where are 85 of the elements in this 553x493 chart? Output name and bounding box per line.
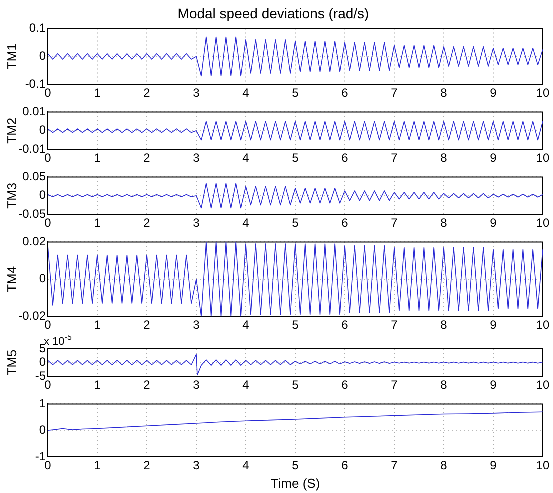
x-tick-label: 6 bbox=[342, 216, 349, 230]
y-tick-label: -0.1 bbox=[25, 76, 46, 91]
x-tick-label: 6 bbox=[342, 318, 349, 332]
x-tick-label: 6 bbox=[342, 151, 349, 166]
x-tick-label: 2 bbox=[144, 318, 151, 332]
x-tick-label: 1 bbox=[94, 318, 102, 332]
x-tick-label: 8 bbox=[440, 378, 448, 392]
x-tick-label: 6 bbox=[342, 86, 349, 100]
x-tick-label: 9 bbox=[490, 151, 498, 166]
x-tick-label: 5 bbox=[292, 318, 300, 332]
x-tick-label: 1 bbox=[94, 458, 102, 473]
y-axis-title: TM3 bbox=[4, 182, 20, 209]
x-tick-label: 9 bbox=[490, 378, 498, 392]
x-tick-label: 9 bbox=[490, 318, 498, 332]
chart-title: Modal speed deviations (rad/s) bbox=[178, 5, 370, 22]
x-axis-title: Time (S) bbox=[270, 476, 320, 491]
x-tick-label: 6 bbox=[342, 378, 349, 392]
x-tick-label: 3 bbox=[193, 458, 200, 473]
y-tick-label: 0 bbox=[39, 272, 46, 286]
y-axis-title: TM5 bbox=[4, 350, 20, 376]
x-tick-label: 1 bbox=[94, 378, 102, 392]
y-tick-label: 0.02 bbox=[22, 234, 46, 249]
y-axis-title: TM4 bbox=[4, 266, 20, 292]
y-tick-label: 1 bbox=[39, 396, 46, 411]
x-tick-label: 7 bbox=[391, 151, 398, 166]
y-tick-label: 0 bbox=[39, 355, 46, 370]
x-tick-label: 10 bbox=[536, 216, 550, 230]
x-tick-label: 10 bbox=[536, 378, 550, 392]
x-tick-label: 10 bbox=[536, 318, 550, 332]
x-tick-label: 9 bbox=[490, 216, 498, 230]
x-tick-label: 2 bbox=[144, 458, 151, 473]
y-tick-label: 0.1 bbox=[29, 21, 46, 36]
x-tick-label: 5 bbox=[292, 86, 300, 100]
x-tick-label: 8 bbox=[440, 151, 448, 166]
x-tick-label: 4 bbox=[242, 216, 250, 230]
x-tick-label: 5 bbox=[292, 216, 300, 230]
x-tick-label: 3 bbox=[193, 378, 200, 392]
x-tick-label: 6 bbox=[342, 458, 349, 473]
x-tick-label: 10 bbox=[536, 86, 550, 100]
x-tick-label: 9 bbox=[490, 86, 498, 100]
x-tick-label: 8 bbox=[440, 458, 448, 473]
x-tick-label: 10 bbox=[536, 458, 550, 473]
y-tick-label: -5 bbox=[35, 368, 46, 383]
x-tick-label: 3 bbox=[193, 318, 200, 332]
x-tick-label: 7 bbox=[391, 378, 398, 392]
x-tick-label: 8 bbox=[440, 86, 448, 100]
x-tick-label: 5 bbox=[292, 378, 300, 392]
y-tick-label: 0 bbox=[39, 422, 46, 437]
x-tick-label: 7 bbox=[391, 216, 398, 230]
x-tick-label: 3 bbox=[193, 86, 200, 100]
x-tick-label: 7 bbox=[391, 86, 398, 100]
x-tick-label: 4 bbox=[242, 151, 250, 166]
y-axis-title: TM2 bbox=[4, 118, 20, 144]
x-tick-label: 3 bbox=[193, 216, 200, 230]
y-tick-label: 0 bbox=[39, 49, 46, 64]
x-tick-label: 5 bbox=[292, 458, 300, 473]
x-tick-label: 4 bbox=[242, 458, 250, 473]
y-tick-label: -0.01 bbox=[18, 142, 46, 156]
x-tick-label: 2 bbox=[144, 151, 151, 166]
y-tick-label: 0 bbox=[39, 123, 46, 138]
x-tick-label: 8 bbox=[440, 216, 448, 230]
x-tick-label: 7 bbox=[391, 318, 398, 332]
x-tick-label: 8 bbox=[440, 318, 448, 332]
y-tick-label: 0.05 bbox=[22, 170, 46, 184]
x-tick-label: 1 bbox=[94, 86, 102, 100]
y-tick-label: 5 bbox=[39, 341, 46, 356]
x-tick-label: 2 bbox=[144, 378, 151, 392]
x-tick-label: 4 bbox=[242, 318, 250, 332]
x-tick-label: 2 bbox=[144, 86, 151, 100]
y-tick-label: -0.02 bbox=[18, 308, 46, 323]
x-tick-label: 9 bbox=[490, 458, 498, 473]
x-tick-label: 2 bbox=[144, 216, 151, 230]
x-tick-label: 3 bbox=[193, 151, 200, 166]
y-tick-label: 0 bbox=[39, 188, 46, 202]
y-tick-label: 0.01 bbox=[22, 104, 46, 119]
x-tick-label: 10 bbox=[536, 151, 550, 166]
x-tick-label: 4 bbox=[242, 378, 250, 392]
x-tick-label: 5 bbox=[292, 151, 300, 166]
x-tick-label: 1 bbox=[94, 151, 102, 166]
x-tick-label: 4 bbox=[242, 86, 250, 100]
y-axis-title: TM1 bbox=[4, 44, 20, 70]
x-tick-label: 1 bbox=[94, 216, 102, 230]
y-tick-label: -1 bbox=[35, 449, 46, 464]
x-tick-label: 7 bbox=[391, 458, 398, 473]
y-tick-label: -0.05 bbox=[18, 206, 46, 221]
